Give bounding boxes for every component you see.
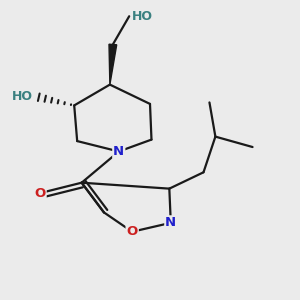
Text: O: O bbox=[34, 187, 46, 200]
Text: HO: HO bbox=[12, 90, 33, 103]
Text: HO: HO bbox=[132, 10, 153, 23]
Polygon shape bbox=[109, 44, 117, 85]
Text: N: N bbox=[165, 216, 176, 229]
Text: N: N bbox=[113, 145, 124, 158]
Text: O: O bbox=[127, 225, 138, 238]
